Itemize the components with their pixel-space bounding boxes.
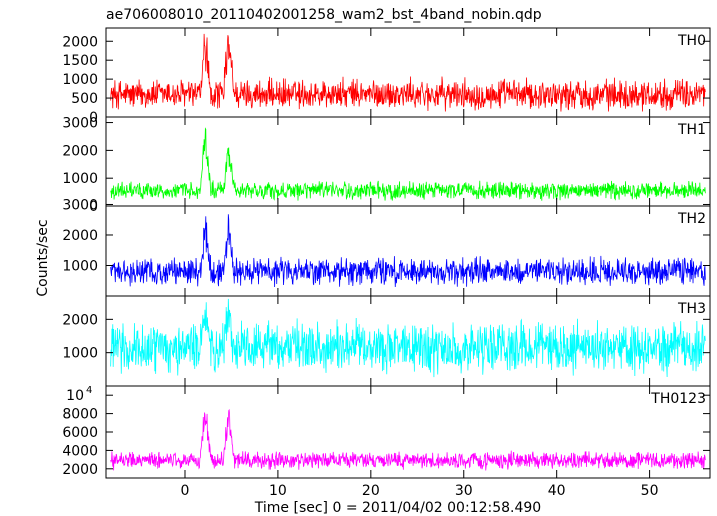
panel-th1: 0 1000 2000 3000 TH1 [62, 116, 711, 215]
y-tick-label: 2000 [62, 34, 98, 50]
y-tick-label: 3000 [62, 116, 98, 132]
series-th0123 [110, 408, 706, 471]
panel-th2: 1000 2000 3000 TH2 [62, 197, 711, 297]
panel-label: TH2 [677, 211, 706, 227]
series-th1 [110, 127, 706, 201]
chart-title: ae706008010_20110402001258_wam2_bst_4ban… [106, 7, 542, 23]
x-tick-label: 10 [269, 483, 287, 499]
panel-label: TH1 [677, 122, 706, 138]
y-tick-label: 4000 [62, 443, 98, 459]
y-tick-label-power: 10 [66, 388, 84, 404]
x-tick-label: 40 [548, 483, 566, 499]
y-tick-label: 1500 [62, 53, 98, 69]
y-tick-label: 1000 [62, 258, 98, 274]
panel-th0123: 2000 4000 6000 8000 10 4 TH0123 [62, 385, 711, 479]
x-tick-label: 20 [362, 483, 380, 499]
x-tick-label: 30 [455, 483, 473, 499]
panel-label: TH0 [677, 33, 706, 49]
x-axis-label: Time [sec] 0 = 2011/04/02 00:12:58.490 [254, 500, 541, 516]
y-tick-label: 1000 [62, 72, 98, 88]
y-tick-label: 2000 [62, 312, 98, 328]
y-tick-label: 6000 [62, 425, 98, 441]
y-tick-label: 500 [71, 91, 98, 107]
x-tick-label: 50 [641, 483, 659, 499]
x-tick-label: 0 [181, 483, 190, 499]
series-th0 [110, 33, 706, 112]
y-tick-label: 0 [89, 199, 98, 215]
y-tick-label: 8000 [62, 407, 98, 423]
y-tick-label: 1000 [62, 346, 98, 362]
panel-label: TH3 [677, 301, 706, 317]
series-th2 [110, 214, 706, 288]
panel-label: TH0123 [650, 391, 706, 407]
y-tick-label: 2000 [62, 462, 98, 478]
y-axis-label: Counts/sec [35, 219, 51, 296]
y-tick-label-exponent: 4 [86, 385, 92, 396]
y-tick-label: 1000 [62, 171, 98, 187]
panel-th3: 1000 2000 TH3 [62, 295, 711, 387]
panel-frame [105, 27, 711, 118]
y-tick-label: 2000 [62, 143, 98, 159]
y-tick-label: 3000 [62, 197, 98, 213]
y-tick-label: 2000 [62, 228, 98, 244]
panel-frame [105, 205, 711, 297]
series-th3 [110, 298, 706, 378]
panel-th0: 0 500 1000 1500 2000 TH0 [62, 27, 711, 126]
y-tick-label: 0 [89, 110, 98, 126]
